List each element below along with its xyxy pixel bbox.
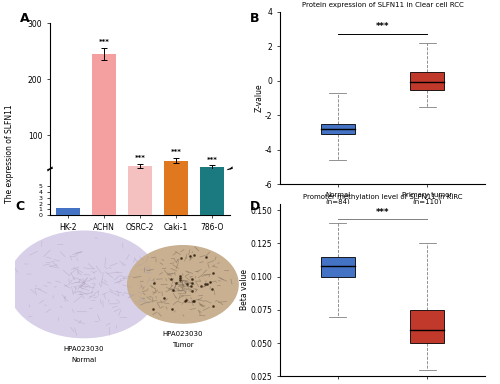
Circle shape xyxy=(8,231,160,338)
Title: Promoter methylation level of SLFN11 in KIRC: Promoter methylation level of SLFN11 in … xyxy=(303,194,462,200)
Text: ***: *** xyxy=(134,156,145,161)
Text: ***: *** xyxy=(376,22,389,31)
Text: HPA023030: HPA023030 xyxy=(64,346,104,351)
Text: ***: *** xyxy=(206,157,218,162)
Bar xyxy=(56,208,80,215)
Title: Protein expression of SLFN11 in Clear cell RCC: Protein expression of SLFN11 in Clear ce… xyxy=(302,2,464,8)
FancyBboxPatch shape xyxy=(410,72,444,90)
Text: Normal: Normal xyxy=(72,357,96,363)
FancyBboxPatch shape xyxy=(410,310,444,343)
Text: B: B xyxy=(250,12,260,25)
FancyBboxPatch shape xyxy=(321,257,355,276)
Y-axis label: Beta value: Beta value xyxy=(240,270,249,310)
Text: D: D xyxy=(250,200,260,213)
Text: C: C xyxy=(15,200,24,213)
Bar xyxy=(200,167,224,191)
Y-axis label: Z-value: Z-value xyxy=(254,84,264,112)
Bar xyxy=(128,0,152,215)
FancyBboxPatch shape xyxy=(321,124,355,134)
Text: Tumor: Tumor xyxy=(172,342,194,348)
Bar xyxy=(200,0,224,215)
Text: A: A xyxy=(20,12,30,25)
Bar xyxy=(92,0,116,215)
X-axis label: CPTAC samples: CPTAC samples xyxy=(346,207,418,216)
Circle shape xyxy=(128,246,238,323)
Bar xyxy=(128,166,152,191)
Text: The expression of SLFN11: The expression of SLFN11 xyxy=(6,104,15,203)
Text: ***: *** xyxy=(376,208,389,217)
Bar xyxy=(164,161,188,191)
Text: ***: *** xyxy=(98,40,110,45)
Bar xyxy=(92,54,116,191)
Bar xyxy=(164,0,188,215)
Text: HPA023030: HPA023030 xyxy=(162,331,203,337)
Text: ***: *** xyxy=(170,149,181,155)
